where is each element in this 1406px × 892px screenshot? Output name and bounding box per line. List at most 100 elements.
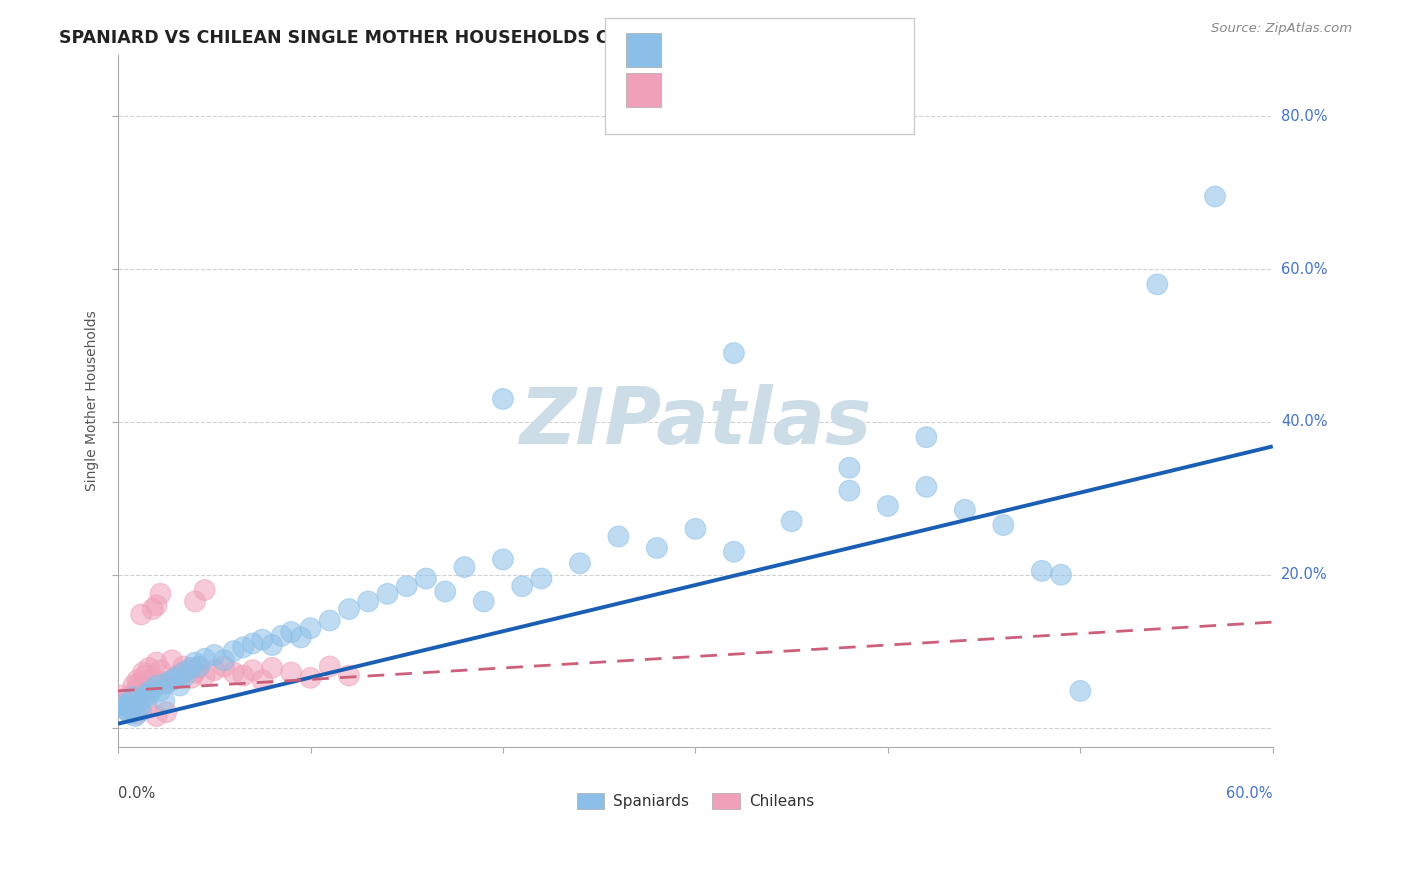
Ellipse shape xyxy=(138,657,159,678)
Ellipse shape xyxy=(132,688,153,709)
Ellipse shape xyxy=(724,343,744,364)
Ellipse shape xyxy=(146,706,167,726)
Ellipse shape xyxy=(839,480,859,501)
Ellipse shape xyxy=(156,673,177,694)
Ellipse shape xyxy=(131,700,152,721)
Ellipse shape xyxy=(1147,274,1168,294)
Ellipse shape xyxy=(233,665,253,686)
Ellipse shape xyxy=(111,685,132,706)
Ellipse shape xyxy=(125,706,146,726)
Ellipse shape xyxy=(117,700,138,721)
Ellipse shape xyxy=(454,557,475,577)
Ellipse shape xyxy=(173,656,194,677)
Ellipse shape xyxy=(124,675,143,696)
Ellipse shape xyxy=(492,549,513,570)
Ellipse shape xyxy=(724,541,744,562)
Y-axis label: Single Mother Households: Single Mother Households xyxy=(86,310,100,491)
Ellipse shape xyxy=(146,595,167,615)
Ellipse shape xyxy=(194,648,215,669)
Ellipse shape xyxy=(224,662,243,683)
Text: R =  0.125: R = 0.125 xyxy=(671,83,756,97)
Ellipse shape xyxy=(1205,186,1226,207)
Ellipse shape xyxy=(135,665,156,686)
Ellipse shape xyxy=(188,657,209,678)
Ellipse shape xyxy=(114,690,134,711)
Ellipse shape xyxy=(127,693,148,714)
Ellipse shape xyxy=(607,526,628,547)
Ellipse shape xyxy=(127,670,148,690)
Ellipse shape xyxy=(150,681,170,701)
Ellipse shape xyxy=(181,657,201,678)
Ellipse shape xyxy=(121,698,142,719)
Ellipse shape xyxy=(111,694,132,715)
Ellipse shape xyxy=(125,681,146,701)
Ellipse shape xyxy=(434,582,456,602)
Ellipse shape xyxy=(166,667,186,689)
Ellipse shape xyxy=(194,665,215,686)
Ellipse shape xyxy=(252,670,273,690)
Ellipse shape xyxy=(512,576,533,597)
Ellipse shape xyxy=(299,667,321,689)
Ellipse shape xyxy=(169,664,190,684)
Ellipse shape xyxy=(915,426,936,448)
Ellipse shape xyxy=(162,650,183,671)
Ellipse shape xyxy=(204,645,225,665)
Ellipse shape xyxy=(492,389,513,409)
Ellipse shape xyxy=(339,599,360,619)
Ellipse shape xyxy=(181,667,201,689)
Ellipse shape xyxy=(162,670,183,690)
Ellipse shape xyxy=(136,682,157,704)
Ellipse shape xyxy=(647,538,668,558)
Ellipse shape xyxy=(115,696,136,716)
Ellipse shape xyxy=(359,591,378,612)
Text: 20.0%: 20.0% xyxy=(1281,567,1327,582)
Ellipse shape xyxy=(782,511,801,532)
Text: 40.0%: 40.0% xyxy=(1281,415,1327,429)
Ellipse shape xyxy=(132,662,153,683)
Ellipse shape xyxy=(169,675,190,696)
Ellipse shape xyxy=(184,591,205,612)
Ellipse shape xyxy=(184,652,205,673)
Ellipse shape xyxy=(242,633,263,654)
Ellipse shape xyxy=(281,662,302,683)
Ellipse shape xyxy=(319,656,340,677)
Ellipse shape xyxy=(173,662,194,683)
Ellipse shape xyxy=(233,637,253,657)
Ellipse shape xyxy=(177,660,198,681)
Ellipse shape xyxy=(416,568,436,589)
Ellipse shape xyxy=(150,660,170,681)
Ellipse shape xyxy=(839,458,859,478)
Ellipse shape xyxy=(136,696,157,716)
Ellipse shape xyxy=(136,677,157,698)
Ellipse shape xyxy=(281,622,302,642)
Ellipse shape xyxy=(146,652,167,673)
Ellipse shape xyxy=(1050,565,1071,585)
Ellipse shape xyxy=(174,665,195,686)
Ellipse shape xyxy=(156,673,177,694)
Ellipse shape xyxy=(685,518,706,540)
Ellipse shape xyxy=(188,656,209,677)
Text: N = 45: N = 45 xyxy=(794,83,851,97)
Ellipse shape xyxy=(214,650,235,671)
Text: SPANIARD VS CHILEAN SINGLE MOTHER HOUSEHOLDS CORRELATION CHART: SPANIARD VS CHILEAN SINGLE MOTHER HOUSEH… xyxy=(59,29,804,46)
Ellipse shape xyxy=(166,667,186,689)
Ellipse shape xyxy=(569,553,591,574)
Ellipse shape xyxy=(124,700,143,721)
Ellipse shape xyxy=(121,690,142,711)
Ellipse shape xyxy=(396,576,418,597)
Ellipse shape xyxy=(204,660,225,681)
Ellipse shape xyxy=(129,673,149,694)
Ellipse shape xyxy=(1032,560,1052,582)
Ellipse shape xyxy=(146,675,167,696)
Ellipse shape xyxy=(194,580,215,600)
Ellipse shape xyxy=(224,640,243,662)
Ellipse shape xyxy=(993,515,1014,535)
Text: Source: ZipAtlas.com: Source: ZipAtlas.com xyxy=(1212,22,1353,36)
Ellipse shape xyxy=(531,568,551,589)
Ellipse shape xyxy=(271,625,292,646)
Text: N = 62: N = 62 xyxy=(794,43,851,57)
Ellipse shape xyxy=(120,693,141,714)
Ellipse shape xyxy=(262,657,283,678)
Text: 60.0%: 60.0% xyxy=(1281,261,1327,277)
Ellipse shape xyxy=(955,500,976,520)
